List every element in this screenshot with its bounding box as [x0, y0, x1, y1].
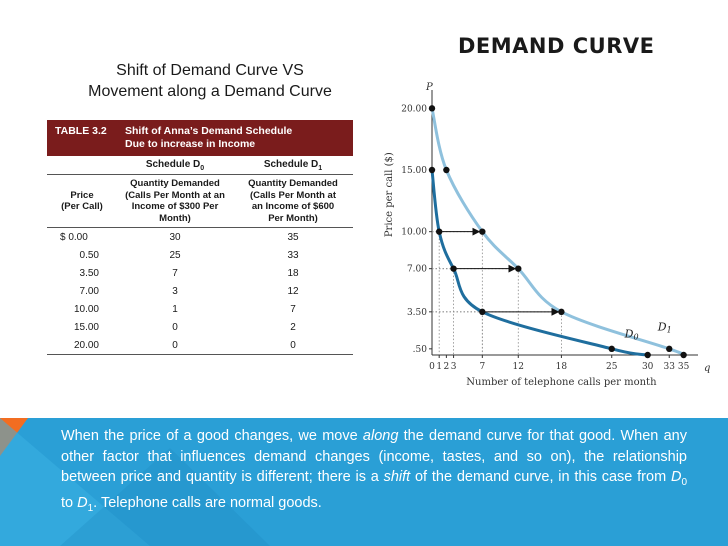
- data-point-d0: [608, 345, 615, 353]
- data-point-d0: [428, 166, 436, 174]
- y-tick-label: 20.00: [401, 104, 427, 114]
- y-tick-label: 3.50: [407, 308, 427, 318]
- price-cell: 10.00: [73, 303, 99, 315]
- d0-cell: 25: [169, 249, 181, 261]
- data-point-d1: [558, 308, 565, 316]
- subtitle-line-1: Shift of Demand Curve VS: [116, 62, 304, 79]
- subtitle-line-2: Movement along a Demand Curve: [88, 83, 332, 100]
- table-row: $ 0.00 30 35: [47, 228, 353, 247]
- x-tick-label: 12: [513, 362, 524, 372]
- data-point-d0: [435, 228, 443, 235]
- table-title-line-1: Shift of Anna’s Demand Schedule: [125, 125, 293, 137]
- slide-subtitle: Shift of Demand Curve VS Movement along …: [60, 60, 360, 102]
- data-point-d1: [479, 228, 486, 235]
- table-row: 3.50 7 18: [47, 264, 353, 282]
- d0-cell: 0: [117, 336, 233, 355]
- d1-cell: 0: [233, 336, 353, 355]
- band-decoration: [0, 418, 270, 546]
- y-tick-label: 15.00: [401, 166, 427, 176]
- table-number: TABLE 3.2: [55, 125, 107, 137]
- d0-cell: 30: [169, 231, 181, 243]
- data-point-d0: [450, 265, 457, 272]
- demand-curve-d0: [430, 169, 648, 357]
- slide-title: DEMAND CURVE: [458, 34, 655, 58]
- price-cell: 20.00: [47, 336, 117, 355]
- x-tick-label: 18: [556, 362, 568, 372]
- explanation-band: [0, 418, 728, 546]
- schedule-blank-cell: [47, 156, 117, 175]
- schedule-d0-header: Schedule D0: [117, 156, 233, 175]
- x-tick-label: 30: [642, 362, 654, 372]
- explanation-text: When the price of a good changes, we mov…: [61, 428, 687, 515]
- d1-cell: 2: [290, 321, 296, 333]
- schedule-table: Schedule D0 Schedule D1 Price (Per Call) …: [47, 156, 353, 355]
- x-axis-letter: q: [704, 363, 710, 374]
- x-tick-label: 35: [678, 362, 690, 372]
- y-tick-label: 10.00: [401, 228, 427, 238]
- price-cell: 7.00: [79, 285, 99, 297]
- table-caption: TABLE 3.2 Shift of Anna’s Demand Schedule…: [47, 120, 353, 156]
- x-tick-label: 0: [429, 362, 435, 372]
- d1-cell: 12: [287, 285, 299, 297]
- data-point-d1: [680, 351, 687, 359]
- d0-cell: 3: [172, 285, 178, 297]
- band-light-triangle: [0, 418, 150, 546]
- emphasis-along: along: [362, 428, 399, 444]
- y-axis-title: Price per call ($): [384, 152, 395, 237]
- table-row: 20.00 0 0: [47, 336, 353, 355]
- d1-cell: 33: [287, 249, 299, 261]
- d0-quantity-column-header: Quantity Demanded (Calls Per Month at an I…: [117, 174, 233, 228]
- x-tick-label: 1: [436, 362, 442, 372]
- d0-cell: 0: [172, 321, 178, 333]
- column-header-row: Price (Per Call) Quantity Demanded (Calls …: [47, 174, 353, 228]
- demand-schedule-table: TABLE 3.2 Shift of Anna’s Demand Schedule…: [47, 120, 353, 355]
- x-tick-label: 7: [479, 362, 485, 372]
- table-row: 0.50 25 33: [47, 246, 353, 264]
- x-axis-title: Number of telephone calls per month: [466, 377, 657, 388]
- price-cell: 3.50: [79, 267, 99, 279]
- price-cell: $ 0.00: [60, 231, 88, 243]
- d1-quantity-column-header: Quantity Demanded (Calls Per Month at an I…: [233, 174, 353, 228]
- x-tick-label: 25: [606, 362, 618, 372]
- emphasis-shift: shift: [383, 469, 411, 485]
- table-title-line-2: Due to increase in Income: [125, 138, 256, 150]
- curve-label-d1: D1: [657, 320, 672, 334]
- band-dark-triangle: [60, 448, 270, 546]
- table-row: 10.00 1 7: [47, 300, 353, 318]
- data-point-d1: [443, 166, 450, 174]
- x-tick-label: 2: [444, 362, 450, 372]
- y-axis-letter: P: [425, 82, 433, 93]
- curve-label-d0: D0: [624, 328, 639, 342]
- x-tick-label: 33: [664, 362, 676, 372]
- data-point-d0: [644, 351, 651, 359]
- table-row: 7.00 3 12: [47, 282, 353, 300]
- y-tick-label: .50: [413, 345, 428, 355]
- x-tick-label: 3: [451, 362, 457, 372]
- data-point-d1: [428, 105, 436, 112]
- schedule-d1-header: Schedule D1: [233, 156, 353, 175]
- price-cell: 0.50: [79, 249, 99, 261]
- y-tick-label: 7.00: [407, 265, 427, 275]
- data-point-d1: [515, 265, 522, 272]
- data-point-d0: [479, 308, 486, 316]
- schedule-header-row: Schedule D0 Schedule D1: [47, 156, 353, 175]
- price-column-header: Price (Per Call): [47, 174, 117, 228]
- price-cell: 15.00: [73, 321, 99, 333]
- d0-cell: 7: [172, 267, 178, 279]
- d1-cell: 35: [287, 231, 299, 243]
- d1-cell: 18: [287, 267, 299, 279]
- d0-cell: 1: [172, 303, 178, 315]
- d1-cell: 7: [290, 303, 296, 315]
- data-point-d1: [666, 345, 673, 353]
- table-row: 15.00 0 2: [47, 318, 353, 336]
- table-body: $ 0.00 30 35 0.50 25 33 3.50 7 18 7.00 3 12 10.0…: [47, 228, 353, 355]
